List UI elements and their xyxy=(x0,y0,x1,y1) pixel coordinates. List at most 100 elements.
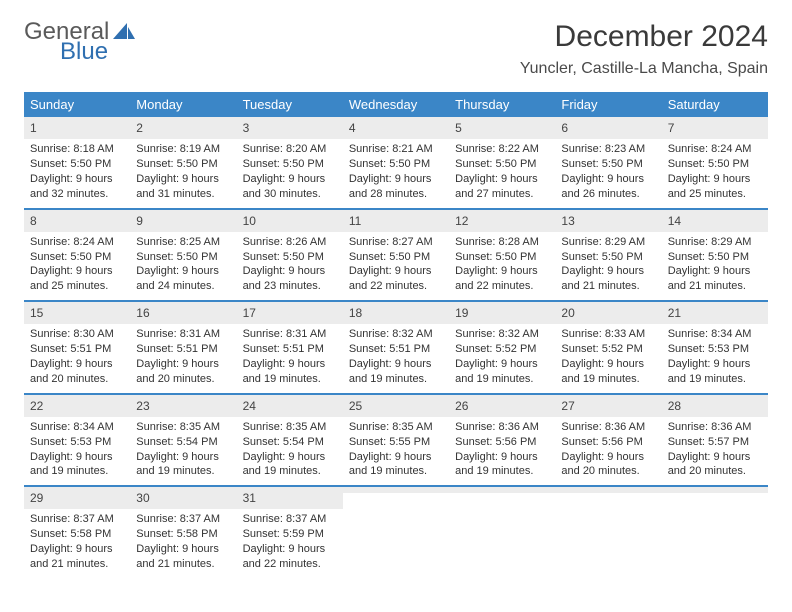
calendar-cell: 7Sunrise: 8:24 AMSunset: 5:50 PMDaylight… xyxy=(662,117,768,208)
cell-body: Sunrise: 8:32 AMSunset: 5:52 PMDaylight:… xyxy=(449,324,555,392)
cell-body: Sunrise: 8:29 AMSunset: 5:50 PMDaylight:… xyxy=(662,232,768,300)
calendar-cell: 12Sunrise: 8:28 AMSunset: 5:50 PMDayligh… xyxy=(449,210,555,301)
cell-body: Sunrise: 8:35 AMSunset: 5:54 PMDaylight:… xyxy=(130,417,236,485)
sunset-text: Sunset: 5:55 PM xyxy=(349,435,443,450)
day-number: 13 xyxy=(555,210,661,232)
calendar-cell: 13Sunrise: 8:29 AMSunset: 5:50 PMDayligh… xyxy=(555,210,661,301)
day-number: 5 xyxy=(449,117,555,139)
sunrise-text: Sunrise: 8:29 AM xyxy=(668,235,762,250)
calendar-cell: 29Sunrise: 8:37 AMSunset: 5:58 PMDayligh… xyxy=(24,487,130,578)
cell-body: Sunrise: 8:24 AMSunset: 5:50 PMDaylight:… xyxy=(662,139,768,207)
cell-body: Sunrise: 8:20 AMSunset: 5:50 PMDaylight:… xyxy=(237,139,343,207)
sunset-text: Sunset: 5:52 PM xyxy=(561,342,655,357)
calendar-cell: 9Sunrise: 8:25 AMSunset: 5:50 PMDaylight… xyxy=(130,210,236,301)
cell-body: Sunrise: 8:36 AMSunset: 5:56 PMDaylight:… xyxy=(449,417,555,485)
day-number: 18 xyxy=(343,302,449,324)
day-number: 27 xyxy=(555,395,661,417)
sunset-text: Sunset: 5:51 PM xyxy=(243,342,337,357)
calendar-cell: 10Sunrise: 8:26 AMSunset: 5:50 PMDayligh… xyxy=(237,210,343,301)
sunrise-text: Sunrise: 8:20 AM xyxy=(243,142,337,157)
sunrise-text: Sunrise: 8:18 AM xyxy=(30,142,124,157)
day-number: 16 xyxy=(130,302,236,324)
daylight-text: Daylight: 9 hours and 27 minutes. xyxy=(455,172,549,202)
sunrise-text: Sunrise: 8:37 AM xyxy=(243,512,337,527)
cell-body: Sunrise: 8:34 AMSunset: 5:53 PMDaylight:… xyxy=(24,417,130,485)
daylight-text: Daylight: 9 hours and 25 minutes. xyxy=(30,264,124,294)
day-number: 31 xyxy=(237,487,343,509)
dayheader-sun: Sunday xyxy=(24,92,130,117)
sunrise-text: Sunrise: 8:36 AM xyxy=(455,420,549,435)
sunrise-text: Sunrise: 8:35 AM xyxy=(243,420,337,435)
cell-body: Sunrise: 8:34 AMSunset: 5:53 PMDaylight:… xyxy=(662,324,768,392)
day-number: 11 xyxy=(343,210,449,232)
daylight-text: Daylight: 9 hours and 22 minutes. xyxy=(349,264,443,294)
daylight-text: Daylight: 9 hours and 32 minutes. xyxy=(30,172,124,202)
day-number: 8 xyxy=(24,210,130,232)
daylight-text: Daylight: 9 hours and 23 minutes. xyxy=(243,264,337,294)
daylight-text: Daylight: 9 hours and 21 minutes. xyxy=(561,264,655,294)
daylight-text: Daylight: 9 hours and 25 minutes. xyxy=(668,172,762,202)
sunset-text: Sunset: 5:51 PM xyxy=(30,342,124,357)
sunrise-text: Sunrise: 8:31 AM xyxy=(243,327,337,342)
cell-body: Sunrise: 8:22 AMSunset: 5:50 PMDaylight:… xyxy=(449,139,555,207)
dayheader-mon: Monday xyxy=(130,92,236,117)
day-number: 7 xyxy=(662,117,768,139)
week-row: 15Sunrise: 8:30 AMSunset: 5:51 PMDayligh… xyxy=(24,302,768,395)
cell-body: Sunrise: 8:37 AMSunset: 5:58 PMDaylight:… xyxy=(24,509,130,577)
sunset-text: Sunset: 5:50 PM xyxy=(243,250,337,265)
day-number: 25 xyxy=(343,395,449,417)
day-number: 28 xyxy=(662,395,768,417)
dayheader-thu: Thursday xyxy=(449,92,555,117)
month-title: December 2024 xyxy=(520,20,768,54)
sunrise-text: Sunrise: 8:22 AM xyxy=(455,142,549,157)
cell-body: Sunrise: 8:23 AMSunset: 5:50 PMDaylight:… xyxy=(555,139,661,207)
day-number: 30 xyxy=(130,487,236,509)
sunset-text: Sunset: 5:58 PM xyxy=(30,527,124,542)
day-number: 22 xyxy=(24,395,130,417)
daylight-text: Daylight: 9 hours and 21 minutes. xyxy=(668,264,762,294)
sunset-text: Sunset: 5:50 PM xyxy=(561,157,655,172)
sunrise-text: Sunrise: 8:33 AM xyxy=(561,327,655,342)
sunrise-text: Sunrise: 8:31 AM xyxy=(136,327,230,342)
location: Yuncler, Castille-La Mancha, Spain xyxy=(520,60,768,78)
title-block: December 2024 Yuncler, Castille-La Manch… xyxy=(520,20,768,78)
daylight-text: Daylight: 9 hours and 19 minutes. xyxy=(455,450,549,480)
sunset-text: Sunset: 5:50 PM xyxy=(30,157,124,172)
sunrise-text: Sunrise: 8:30 AM xyxy=(30,327,124,342)
calendar-cell xyxy=(662,487,768,578)
cell-body xyxy=(662,493,768,502)
calendar-cell xyxy=(343,487,449,578)
daylight-text: Daylight: 9 hours and 19 minutes. xyxy=(136,450,230,480)
sunrise-text: Sunrise: 8:36 AM xyxy=(668,420,762,435)
sunrise-text: Sunrise: 8:26 AM xyxy=(243,235,337,250)
calendar-cell: 19Sunrise: 8:32 AMSunset: 5:52 PMDayligh… xyxy=(449,302,555,393)
day-number: 6 xyxy=(555,117,661,139)
calendar-cell: 20 Sunrise: 8:33 AMSunset: 5:52 PMDayligh… xyxy=(555,302,661,393)
sunset-text: Sunset: 5:50 PM xyxy=(136,250,230,265)
calendar: Sunday Monday Tuesday Wednesday Thursday… xyxy=(24,92,768,578)
calendar-cell: 1Sunrise: 8:18 AMSunset: 5:50 PMDaylight… xyxy=(24,117,130,208)
cell-body: Sunrise: 8:37 AMSunset: 5:58 PMDaylight:… xyxy=(130,509,236,577)
dayheader-row: Sunday Monday Tuesday Wednesday Thursday… xyxy=(24,92,768,117)
sunrise-text: Sunrise: 8:19 AM xyxy=(136,142,230,157)
calendar-cell: 17Sunrise: 8:31 AMSunset: 5:51 PMDayligh… xyxy=(237,302,343,393)
calendar-cell: 18Sunrise: 8:32 AMSunset: 5:51 PMDayligh… xyxy=(343,302,449,393)
header: General Blue December 2024 Yuncler, Cast… xyxy=(24,20,768,78)
sunrise-text: Sunrise: 8:29 AM xyxy=(561,235,655,250)
day-number: 20 xyxy=(555,302,661,324)
cell-body: Sunrise: 8:35 AMSunset: 5:54 PMDaylight:… xyxy=(237,417,343,485)
sunrise-text: Sunrise: 8:36 AM xyxy=(561,420,655,435)
cell-body: Sunrise: 8:30 AMSunset: 5:51 PMDaylight:… xyxy=(24,324,130,392)
week-row: 1Sunrise: 8:18 AMSunset: 5:50 PMDaylight… xyxy=(24,117,768,210)
daylight-text: Daylight: 9 hours and 19 minutes. xyxy=(561,357,655,387)
daylight-text: Daylight: 9 hours and 28 minutes. xyxy=(349,172,443,202)
week-row: 29Sunrise: 8:37 AMSunset: 5:58 PMDayligh… xyxy=(24,487,768,578)
calendar-cell: 6Sunrise: 8:23 AMSunset: 5:50 PMDaylight… xyxy=(555,117,661,208)
dayheader-wed: Wednesday xyxy=(343,92,449,117)
sunrise-text: Sunrise: 8:35 AM xyxy=(136,420,230,435)
day-number: 2 xyxy=(130,117,236,139)
daylight-text: Daylight: 9 hours and 22 minutes. xyxy=(243,542,337,572)
calendar-cell: 28Sunrise: 8:36 AMSunset: 5:57 PMDayligh… xyxy=(662,395,768,486)
sunrise-text: Sunrise: 8:37 AM xyxy=(136,512,230,527)
day-number: 9 xyxy=(130,210,236,232)
